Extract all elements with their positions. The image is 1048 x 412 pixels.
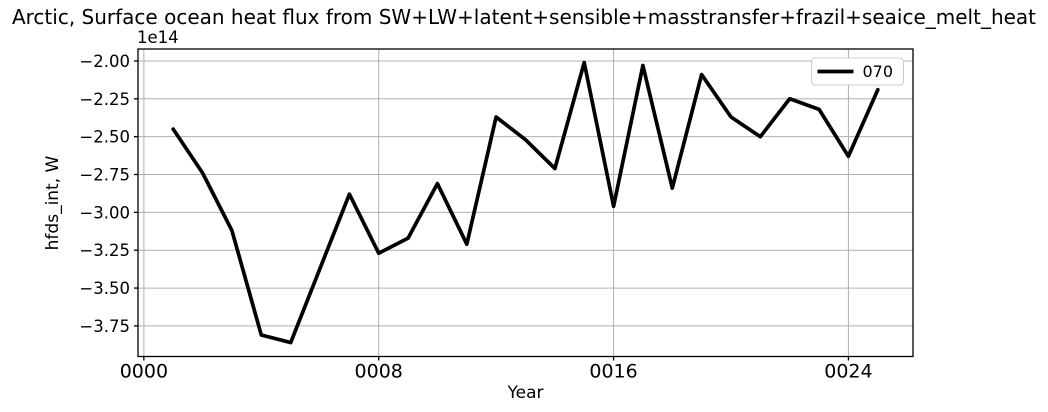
x-axis-label: Year [507,383,544,403]
y-tick-label: −2.75 [79,166,130,185]
y-tick-label: −3.50 [79,279,130,298]
y-tick-label: −2.50 [79,128,130,147]
x-tick-label: 0008 [355,361,403,383]
y-tick-label: −3.00 [79,203,130,222]
gridlines [138,49,913,357]
legend-label: 070 [863,62,894,81]
y-tick-label: −2.00 [79,52,130,71]
y-axis-label: hfds_int, W [43,155,63,250]
tick-labels: 0000 0008 0016 0024 −2.00 −2.25 −2.50 −2.75 −3.0… [79,52,872,383]
y-tick-label: −3.75 [79,317,130,336]
y-tick-label: −3.25 [79,241,130,260]
chart-title: Arctic, Surface ocean heat flux from SW+… [11,5,1037,29]
tick-marks [134,60,850,361]
y-axis-offset-text: 1e14 [137,28,179,47]
x-tick-label: 0024 [824,361,872,383]
y-tick-label: −2.25 [79,90,130,109]
x-tick-label: 0000 [120,361,168,383]
legend-box [811,57,904,86]
series-line-070 [171,60,880,345]
legend: 070 [811,57,904,86]
plot-border [137,48,914,358]
x-tick-label: 0016 [589,361,637,383]
